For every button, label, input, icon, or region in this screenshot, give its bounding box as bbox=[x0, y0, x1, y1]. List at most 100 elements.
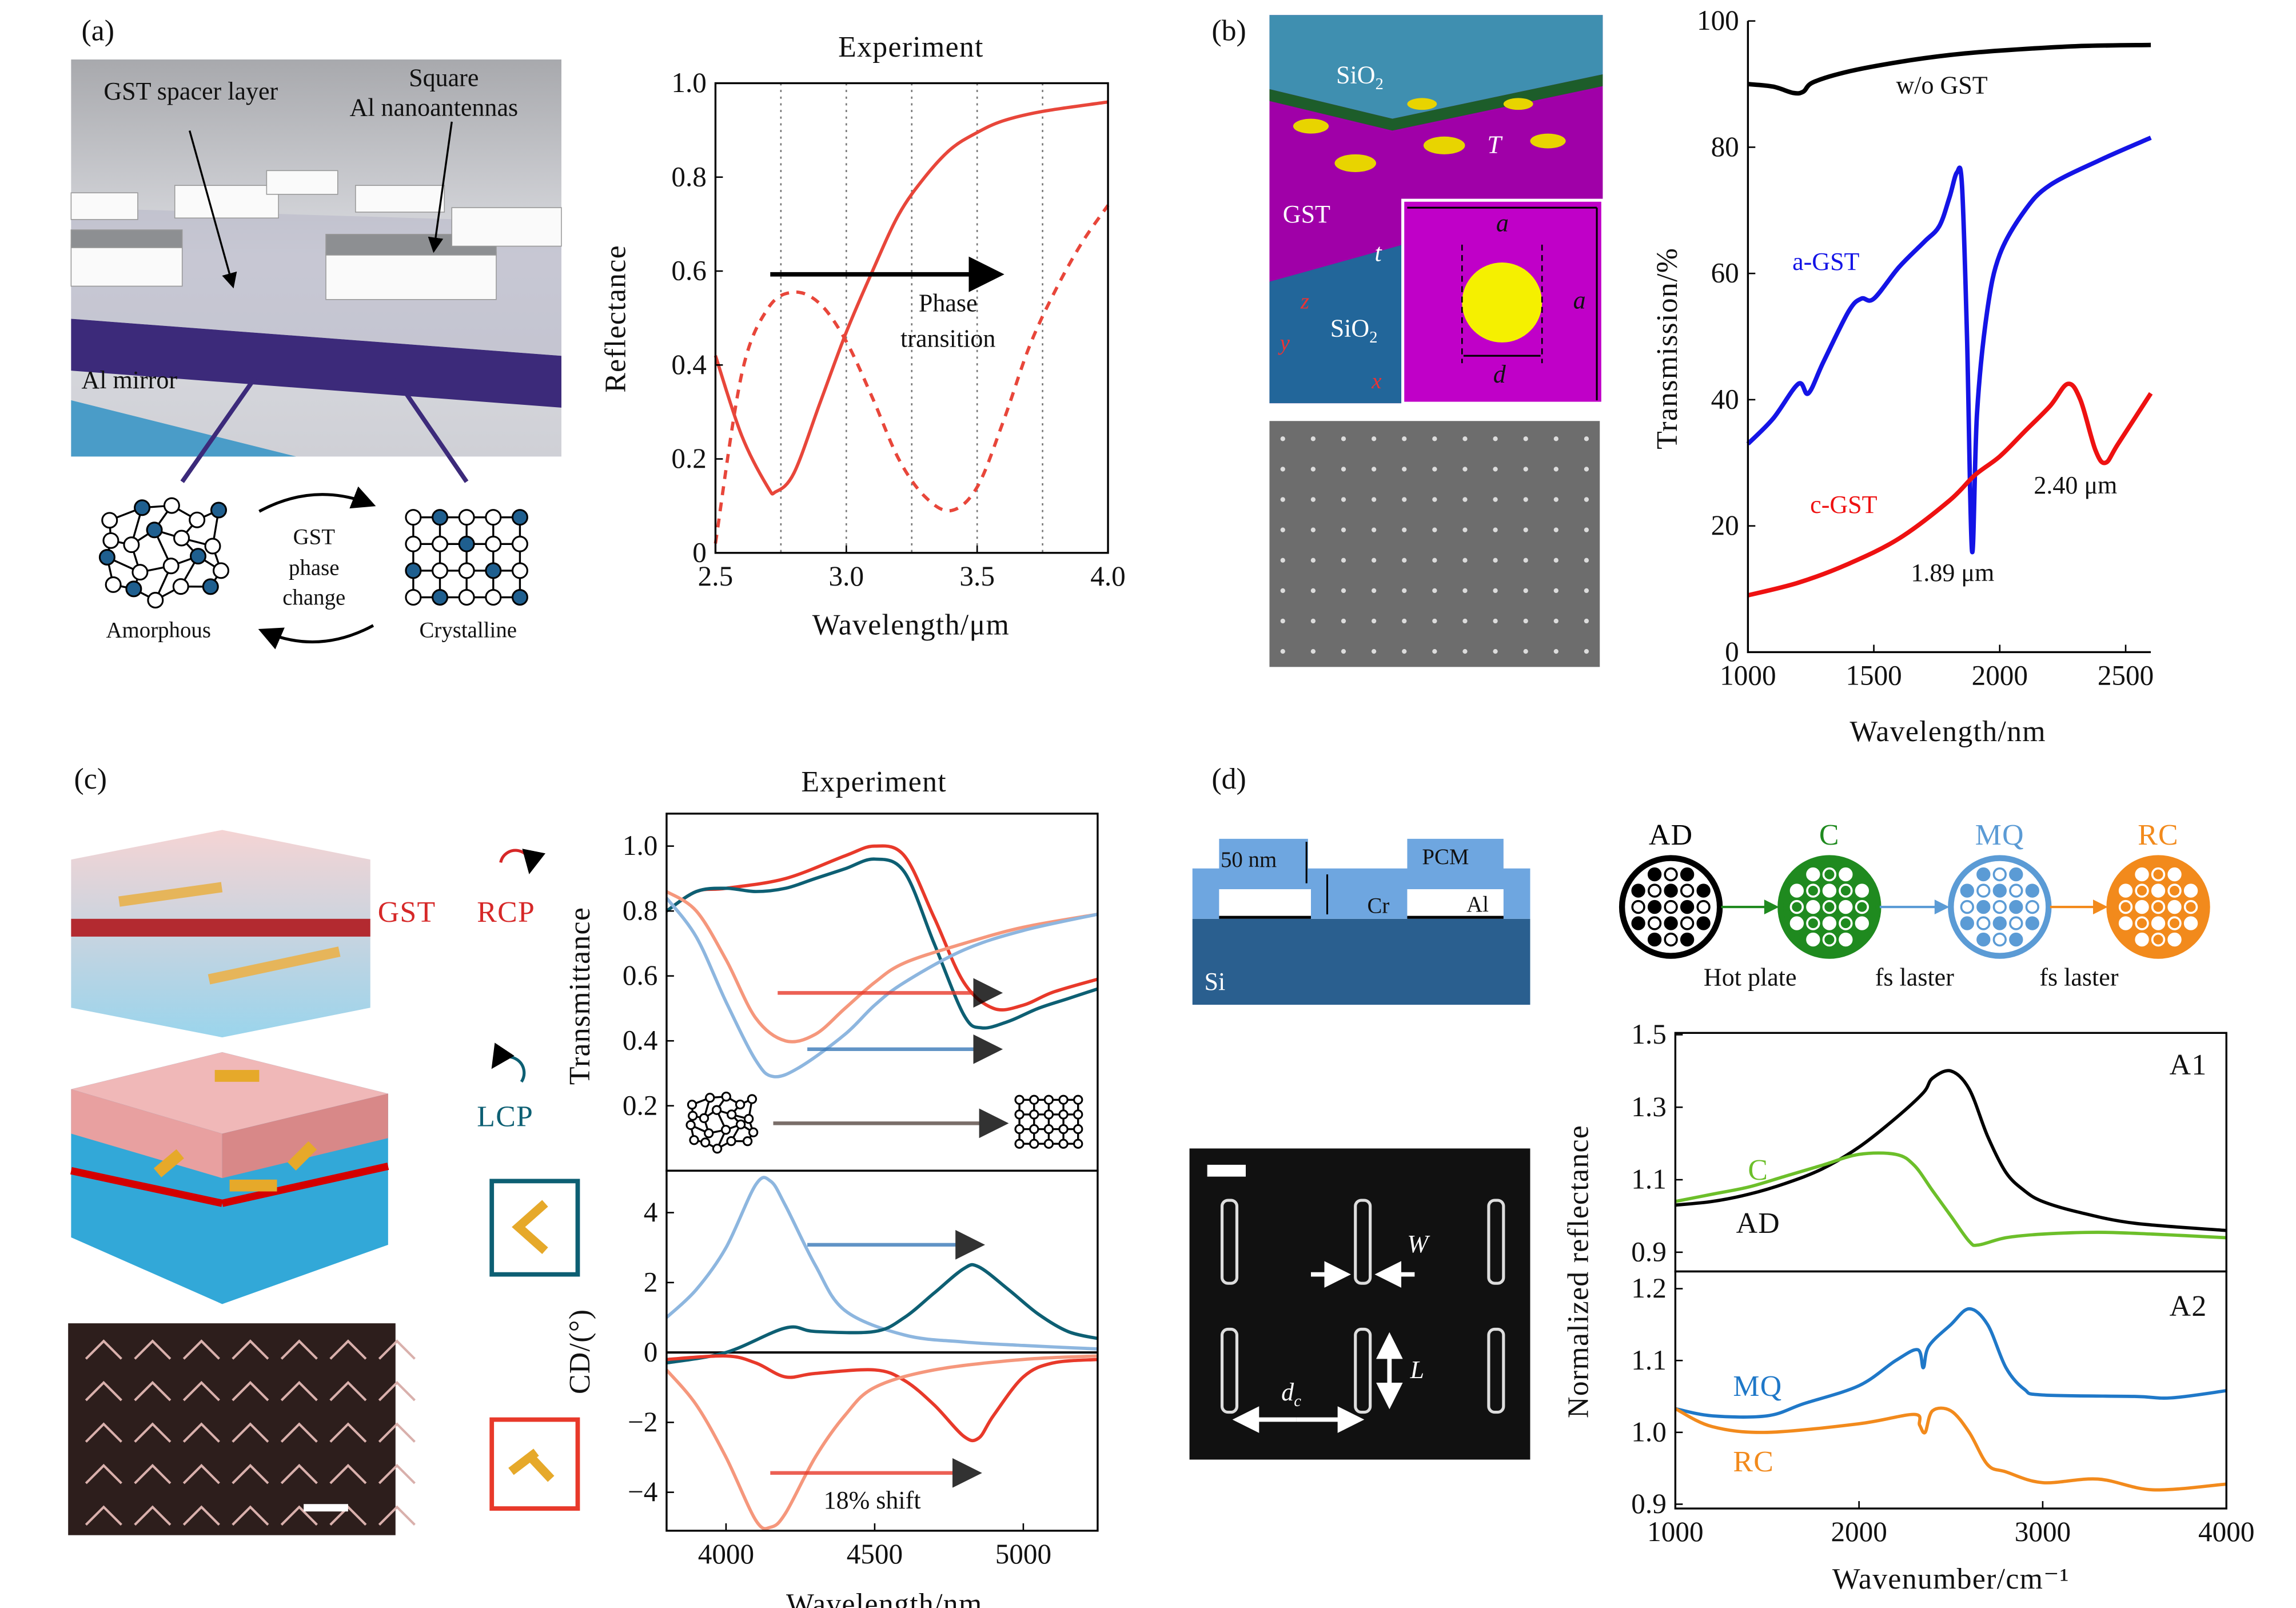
v-antenna bbox=[134, 1505, 172, 1526]
chart-c-title: Experiment bbox=[801, 766, 947, 798]
v-antenna bbox=[85, 1339, 122, 1360]
curve-label-rc: RC bbox=[1733, 1446, 1774, 1478]
atom bbox=[1014, 1124, 1025, 1135]
nanodisk bbox=[1462, 618, 1468, 624]
nanodisk bbox=[1371, 527, 1377, 532]
atom bbox=[1029, 1094, 1039, 1105]
x-tick-label: 1000 bbox=[1647, 1516, 1703, 1547]
atom bbox=[2025, 916, 2039, 930]
atom bbox=[1806, 932, 1820, 947]
nanodisk bbox=[1523, 467, 1528, 472]
x-tick-label: 4500 bbox=[847, 1538, 903, 1570]
y-tick-label: 0.2 bbox=[671, 443, 707, 474]
nanodisk bbox=[1553, 618, 1558, 624]
v-antenna bbox=[280, 1380, 318, 1402]
y-tick-label: 1.0 bbox=[1631, 1416, 1667, 1447]
label-pcm: PCM bbox=[1422, 845, 1469, 869]
nanodisk bbox=[1462, 558, 1468, 563]
curve-label-c: C bbox=[1748, 1154, 1768, 1187]
axis-x-label: x bbox=[1371, 369, 1381, 393]
nanorod bbox=[1487, 1199, 1505, 1285]
atom bbox=[1839, 932, 1853, 947]
nanodisk bbox=[1310, 497, 1316, 502]
chart-c-xlabel: Wavelength/nm bbox=[786, 1588, 983, 1608]
atom bbox=[1043, 1139, 1054, 1149]
atom bbox=[1058, 1094, 1069, 1105]
atom bbox=[2009, 899, 2023, 914]
crystalline-lattice-icon-c bbox=[1014, 1094, 1083, 1149]
nanodisk bbox=[1402, 436, 1407, 441]
axis-frame bbox=[1747, 21, 2151, 654]
nanorod bbox=[1220, 1327, 1239, 1414]
series-line-ad bbox=[1675, 1069, 2227, 1232]
cross-section-diagram bbox=[1192, 838, 1530, 1005]
atom bbox=[704, 1128, 714, 1139]
nanodisk bbox=[1584, 527, 1589, 532]
label-d: d bbox=[1493, 360, 1506, 388]
atom bbox=[1058, 1139, 1069, 1149]
atom bbox=[146, 522, 163, 539]
nanodisk bbox=[1493, 558, 1498, 563]
chart-c-transmittance: 0.2 0.4 0.6 0.8 1.0 bbox=[623, 813, 1099, 1172]
atom bbox=[700, 1137, 711, 1148]
atom bbox=[720, 1125, 731, 1135]
atom bbox=[743, 1114, 754, 1124]
x-tick-label: 3.0 bbox=[829, 560, 864, 592]
atom bbox=[689, 1135, 699, 1145]
atom bbox=[1014, 1109, 1025, 1120]
v-antenna bbox=[329, 1422, 367, 1443]
x-tick-label: 1000 bbox=[1720, 659, 1776, 691]
atom bbox=[699, 1113, 709, 1124]
v-antenna bbox=[85, 1505, 122, 1526]
atom bbox=[172, 578, 189, 595]
chiral-render-middle bbox=[70, 1052, 389, 1304]
y-tick-label: 4 bbox=[644, 1196, 658, 1228]
atom bbox=[1822, 932, 1837, 947]
v-antenna bbox=[182, 1422, 220, 1443]
x-tick-label: 5000 bbox=[995, 1538, 1051, 1570]
atom bbox=[2118, 899, 2133, 914]
x-tick-label: 4000 bbox=[2198, 1516, 2254, 1547]
axis-frame bbox=[714, 82, 1109, 554]
y-tick-label: 0.4 bbox=[623, 1025, 658, 1056]
chart-a-reflectance: 0 0.2 0.4 0.6 0.8 1.0 2.5 3.0 3.5 4.0 bbox=[671, 67, 1125, 592]
nanodisk bbox=[1462, 436, 1468, 441]
v-antenna bbox=[134, 1422, 172, 1443]
panel-label-b: (b) bbox=[1211, 14, 1246, 47]
state-label-ad: AD bbox=[1649, 819, 1693, 851]
atom bbox=[1043, 1124, 1054, 1135]
backward-arrow-icon bbox=[258, 624, 374, 650]
v-antenna bbox=[134, 1463, 172, 1484]
arrowhead bbox=[2093, 899, 2108, 915]
y-tick-label: 1.1 bbox=[1631, 1344, 1667, 1376]
nanodisk bbox=[1553, 558, 1558, 563]
nanodisk bbox=[1310, 588, 1316, 594]
nanodisk bbox=[1584, 648, 1589, 654]
atom bbox=[511, 589, 528, 606]
nanodisk bbox=[1584, 588, 1589, 594]
axis-y-label: y bbox=[1278, 331, 1290, 355]
atom bbox=[2151, 883, 2166, 898]
panel-label-c: (c) bbox=[74, 763, 107, 795]
nanodisk bbox=[1432, 497, 1437, 502]
nanodisk bbox=[1371, 648, 1377, 654]
atom bbox=[1839, 867, 1853, 882]
series-line-0 bbox=[713, 100, 1109, 496]
nanodisk bbox=[1523, 618, 1528, 624]
label-w: W bbox=[1407, 1230, 1430, 1258]
v-antenna bbox=[134, 1339, 172, 1360]
nanodisk bbox=[1493, 497, 1498, 502]
series-line-2 bbox=[666, 1354, 1098, 1443]
nanodisk bbox=[1432, 648, 1437, 654]
atom bbox=[1014, 1139, 1025, 1149]
x-tick-label: 4000 bbox=[698, 1538, 754, 1570]
label-cr: Cr bbox=[1367, 893, 1389, 918]
nanodisk bbox=[1493, 648, 1498, 654]
label-al-nanoantennas: Al nanoantennas bbox=[349, 93, 518, 121]
sem-image-d bbox=[1189, 1148, 1530, 1460]
nanodisk bbox=[1523, 497, 1528, 502]
scale-bar bbox=[304, 1504, 348, 1512]
v-antenna bbox=[329, 1463, 367, 1484]
chart-d-ylabel: Normalized reflectance bbox=[1562, 1125, 1595, 1418]
nanodisk bbox=[1432, 618, 1437, 624]
